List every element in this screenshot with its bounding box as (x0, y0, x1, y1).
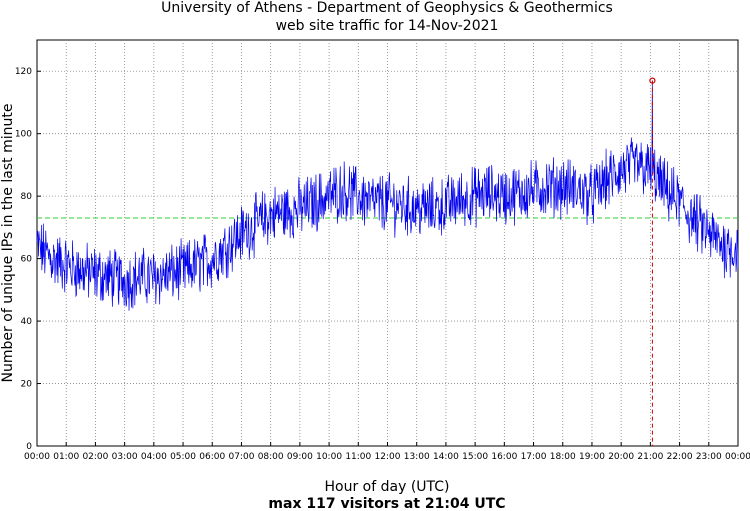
x-tick-label: 19:00 (579, 452, 605, 462)
y-tick-label: 100 (15, 130, 32, 140)
x-tick-label: 18:00 (550, 452, 576, 462)
x-tick-label: 12:00 (375, 452, 401, 462)
tick-group: 00:00 01:00 02:00 03:00 04:00 05:00 06:00 07:00… (15, 67, 750, 462)
x-tick-label: 02:00 (82, 452, 108, 462)
y-tick-label: 80 (21, 192, 33, 202)
series-line (36, 80, 739, 311)
max-marker-group (649, 77, 656, 446)
x-tick-label: 08:00 (258, 452, 284, 462)
x-tick-label: 01:00 (53, 452, 79, 462)
x-tick-label: 22:00 (667, 452, 693, 462)
chart-title: University of Athens - Department of Geo… (161, 0, 613, 16)
x-tick-label: 17:00 (521, 452, 547, 462)
x-tick-label: 00:00 (725, 452, 750, 462)
x-tick-label: 13:00 (404, 452, 430, 462)
y-tick-label: 60 (21, 255, 33, 265)
x-tick-label: 07:00 (228, 452, 254, 462)
y-tick-label: 0 (26, 442, 32, 452)
x-tick-label: 03:00 (112, 452, 138, 462)
x-tick-label: 10:00 (316, 452, 342, 462)
x-tick-label: 04:00 (141, 452, 167, 462)
x-tick-label: 21:00 (637, 452, 663, 462)
x-tick-label: 23:00 (696, 452, 722, 462)
plot-area (36, 39, 739, 447)
chart-subtitle: web site traffic for 14-Nov-2021 (276, 18, 499, 34)
y-tick-label: 120 (15, 67, 32, 77)
y-tick-label: 40 (21, 317, 33, 327)
x-tick-label: 15:00 (462, 452, 488, 462)
x-tick-label: 09:00 (287, 452, 313, 462)
x-tick-label: 00:00 (24, 452, 50, 462)
series-group (36, 80, 739, 311)
x-tick-label: 16:00 (491, 452, 517, 462)
y-axis-label: Number of unique IPs in the last minute (0, 104, 16, 383)
max-point (649, 77, 656, 84)
x-tick-label: 06:00 (199, 452, 225, 462)
x-axis-label: Hour of day (UTC) (325, 479, 450, 495)
x-tick-label: 05:00 (170, 452, 196, 462)
x-tick-label: 20:00 (608, 452, 634, 462)
max-visitors-note: max 117 visitors at 21:04 UTC (268, 496, 505, 511)
x-tick-label: 11:00 (345, 452, 371, 462)
x-tick-label: 14:00 (433, 452, 459, 462)
y-tick-label: 20 (21, 380, 33, 390)
